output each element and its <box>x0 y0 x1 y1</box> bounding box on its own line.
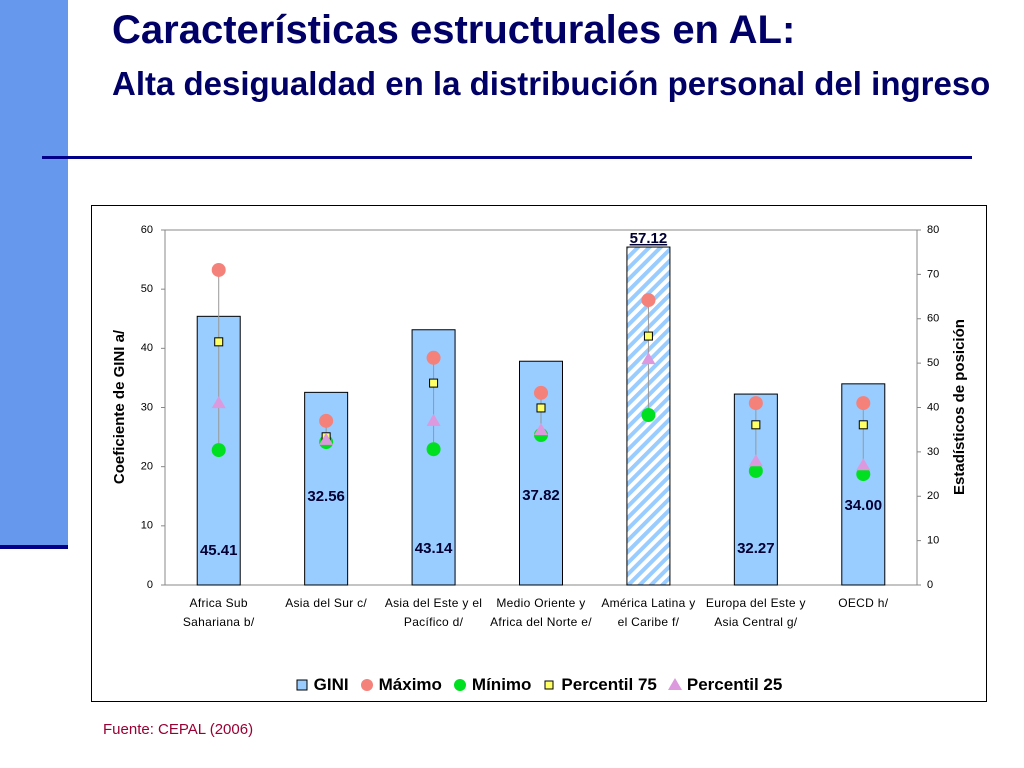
marker <box>748 454 763 467</box>
marker <box>748 463 763 478</box>
y-tick-label: 10 <box>141 520 153 532</box>
legend-label: Percentil 25 <box>686 675 783 694</box>
legend-swatch-bar <box>296 679 308 691</box>
legend-swatch <box>453 679 466 691</box>
legend-swatch <box>360 679 373 691</box>
marker <box>211 262 226 277</box>
y2-tick-label: 50 <box>927 357 939 369</box>
y-axis-label: Coeficiente de GINI a/ <box>111 329 128 484</box>
value-label: 43.14 <box>415 540 453 557</box>
legend-item: Mínimo <box>452 675 532 695</box>
y-tick-label: 50 <box>141 283 153 295</box>
legend-swatch <box>544 680 554 690</box>
y-tick-label: 40 <box>141 342 153 354</box>
legend: GINI Máximo Mínimo Percentil 75 Percentil 25 <box>91 675 985 695</box>
y-tick-label: 30 <box>141 401 153 413</box>
marker <box>856 467 871 482</box>
y2-tick-label: 70 <box>927 268 939 280</box>
y2-tick-label: 10 <box>927 535 939 547</box>
marker <box>856 396 871 411</box>
legend-item: Percentil 75 <box>541 675 657 695</box>
legend-label: Mínimo <box>471 675 532 694</box>
source: Fuente: CEPAL (2006) <box>103 721 254 738</box>
x-tick-label: Africa Sub Sahariana b/ <box>182 596 255 629</box>
marker <box>426 442 441 457</box>
marker <box>641 293 656 308</box>
marker <box>641 352 656 365</box>
x-tick-label: Asia del Sur c/ <box>285 596 368 610</box>
marker <box>536 403 546 413</box>
marker <box>426 350 441 365</box>
marker <box>534 385 548 400</box>
legend-label: GINI <box>313 675 349 694</box>
marker <box>534 423 548 436</box>
legend-label: Percentil 75 <box>561 675 657 694</box>
value-label: 32.27 <box>737 540 775 557</box>
legend-swatch-marker <box>667 678 682 690</box>
marker <box>751 420 761 430</box>
legend-swatch <box>667 678 682 690</box>
legend-label: Máximo <box>378 675 442 694</box>
value-label: 45.41 <box>200 542 238 559</box>
chart-frame <box>91 205 987 702</box>
legend-item: GINI <box>294 675 349 695</box>
marker <box>748 396 763 411</box>
y2-tick-label: 30 <box>927 446 939 458</box>
legend-swatch-marker <box>544 680 554 690</box>
y2-tick-label: 20 <box>927 490 939 502</box>
rule <box>42 156 972 159</box>
legend-swatch <box>296 679 308 691</box>
value-label: 32.56 <box>307 488 345 505</box>
marker <box>856 458 871 471</box>
x-tick-label: Europa del Este y Asia Central g/ <box>705 596 806 629</box>
x-tick-label: OECD h/ <box>838 596 889 610</box>
marker <box>319 432 334 445</box>
value-label: 37.82 <box>522 487 560 504</box>
y-tick-label: 20 <box>141 461 153 473</box>
title: Características estructurales en AL: <box>112 8 796 52</box>
marker <box>429 378 439 388</box>
y2-axis-label: Estadísticos de posición <box>951 319 968 495</box>
legend-swatch-marker <box>453 679 466 691</box>
marker <box>426 413 441 426</box>
marker <box>214 337 224 347</box>
legend-item: Máximo <box>359 675 442 695</box>
y-tick-label: 60 <box>141 224 153 236</box>
marker <box>641 408 656 423</box>
y-tick-label: 0 <box>147 579 153 591</box>
value-label: 34.00 <box>845 497 883 514</box>
y2-tick-label: 60 <box>927 313 939 325</box>
y2-tick-label: 0 <box>927 579 933 591</box>
y2-tick-label: 40 <box>927 401 939 413</box>
x-tick-label: América Latina y el Caribe f/ <box>601 596 696 629</box>
marker <box>858 420 868 430</box>
x-tick-label: Asia del Este y el Pacífico d/ <box>384 596 483 629</box>
x-tick-label: Medio Oriente y Africa del Norte e/ <box>490 596 592 629</box>
side-band <box>0 0 68 549</box>
legend-item: Percentil 25 <box>667 675 782 695</box>
subtitle: Alta desigualdad en la distribución pers… <box>112 65 991 102</box>
y2-tick-label: 80 <box>927 224 939 236</box>
legend-swatch-marker <box>360 679 373 691</box>
marker <box>319 413 334 428</box>
value-label: 57.12 <box>630 230 668 247</box>
marker <box>211 443 226 458</box>
marker <box>643 331 653 341</box>
marker <box>211 396 226 409</box>
